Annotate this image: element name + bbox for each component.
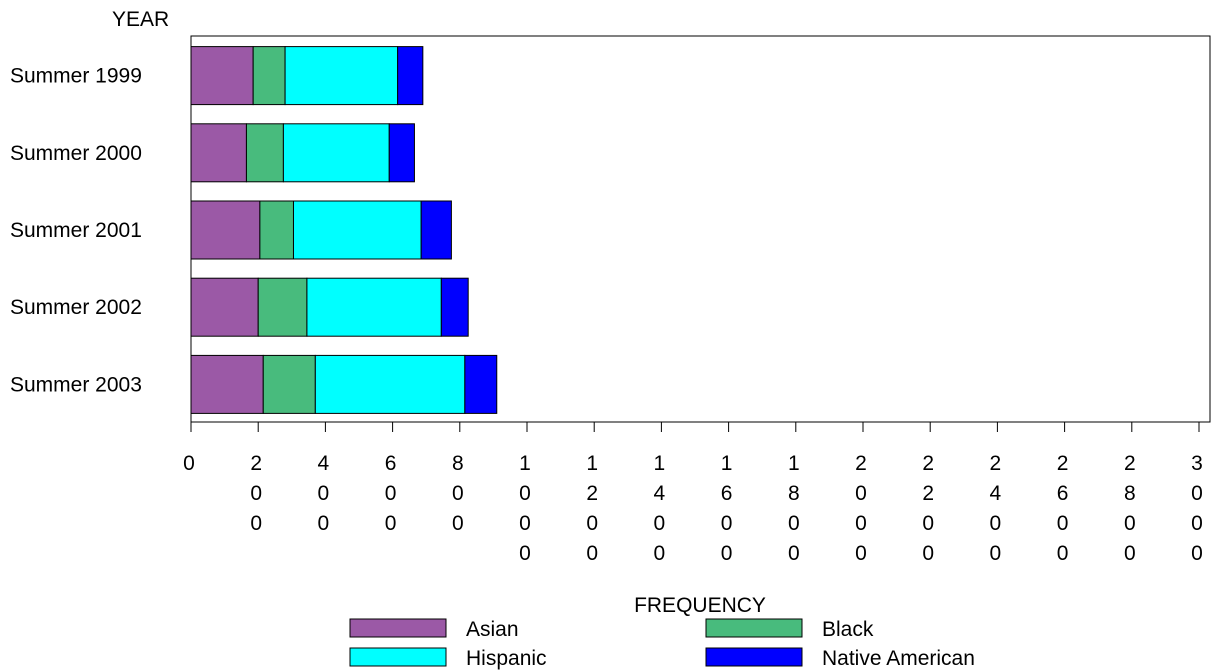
bar-segment-black-5 <box>262 354 316 414</box>
y-category-label: Summer 2001 <box>10 219 142 242</box>
y-category-label: Summer 2003 <box>10 373 142 396</box>
legend-swatch <box>705 618 803 638</box>
bar-segment-native-american-3 <box>420 200 452 260</box>
x-tick-label: 0 <box>183 452 195 475</box>
legend-label: Hispanic <box>466 647 547 670</box>
legend-label: Black <box>822 618 874 641</box>
bar-segment-hispanic-1 <box>284 46 399 106</box>
y-axis-title: YEAR <box>112 8 169 31</box>
bar-segment-asian-2 <box>190 123 247 183</box>
y-category-label: Summer 2002 <box>10 296 142 319</box>
y-category-label: Summer 1999 <box>10 65 142 88</box>
bar-segment-native-american-1 <box>397 46 424 106</box>
x-axis-title: FREQUENCY <box>634 594 766 617</box>
bar-segment-asian-4 <box>190 277 259 337</box>
legend-item-black: Black <box>705 618 874 641</box>
bar-segment-hispanic-4 <box>306 277 442 337</box>
bar-segment-native-american-4 <box>440 277 469 337</box>
bar-segment-native-american-5 <box>464 354 498 414</box>
legend-swatch <box>705 647 803 667</box>
y-category-label: Summer 2000 <box>10 142 142 165</box>
legend-label: Native American <box>822 647 975 670</box>
bar-segment-black-3 <box>259 200 294 260</box>
bar-segment-black-4 <box>257 277 308 337</box>
legend-swatch <box>349 618 447 638</box>
bar-segment-asian-1 <box>190 46 254 106</box>
bar-segment-black-2 <box>245 123 284 183</box>
legend-item-asian: Asian <box>349 618 519 641</box>
bar-segment-hispanic-3 <box>292 200 422 260</box>
bar-segment-hispanic-2 <box>282 123 390 183</box>
bar-segment-asian-3 <box>190 200 261 260</box>
bar-segment-black-1 <box>252 46 286 106</box>
bar-segment-native-american-2 <box>388 123 415 183</box>
legend-item-hispanic: Hispanic <box>349 647 547 670</box>
legend-item-native-american: Native American <box>705 647 975 670</box>
legend-label: Asian <box>466 618 519 641</box>
legend-swatch <box>349 647 447 667</box>
bar-segment-asian-5 <box>190 354 264 414</box>
bar-segment-hispanic-5 <box>314 354 466 414</box>
